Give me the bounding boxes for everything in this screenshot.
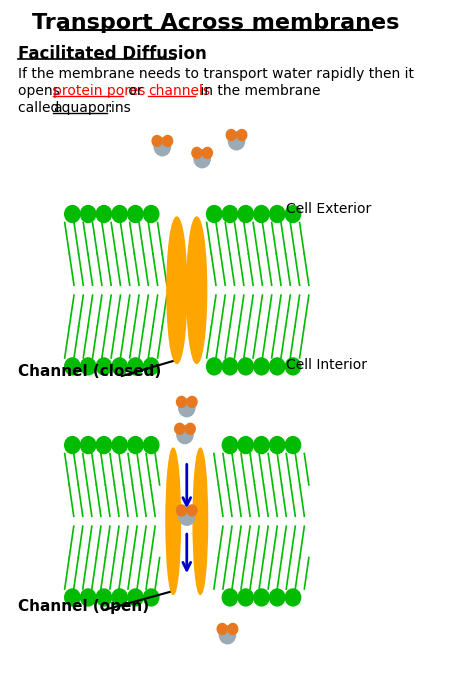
Circle shape (128, 205, 143, 222)
Circle shape (270, 437, 285, 454)
Circle shape (202, 148, 212, 158)
Circle shape (228, 624, 238, 634)
Circle shape (176, 505, 186, 516)
Circle shape (128, 437, 143, 454)
Circle shape (187, 505, 197, 516)
Circle shape (187, 396, 197, 407)
Circle shape (96, 205, 111, 222)
Circle shape (163, 135, 173, 146)
Ellipse shape (167, 217, 187, 363)
Circle shape (112, 358, 128, 375)
Circle shape (270, 358, 285, 375)
Text: Cell Exterior: Cell Exterior (286, 201, 372, 216)
Text: Channel (closed): Channel (closed) (18, 364, 161, 379)
Circle shape (238, 358, 254, 375)
Circle shape (81, 205, 96, 222)
Circle shape (179, 398, 195, 417)
Circle shape (222, 205, 237, 222)
Ellipse shape (193, 448, 208, 594)
Circle shape (81, 437, 96, 454)
Circle shape (222, 437, 237, 454)
Circle shape (112, 437, 128, 454)
Circle shape (194, 150, 210, 168)
Circle shape (238, 437, 254, 454)
Text: :: : (107, 101, 112, 115)
Text: Cell Interior: Cell Interior (286, 358, 367, 372)
Circle shape (237, 129, 247, 141)
Circle shape (285, 205, 301, 222)
Circle shape (254, 358, 269, 375)
Circle shape (285, 589, 301, 606)
Circle shape (64, 589, 80, 606)
Text: Channel (open): Channel (open) (18, 599, 149, 615)
Circle shape (112, 589, 128, 606)
Circle shape (81, 358, 96, 375)
Ellipse shape (166, 448, 181, 594)
Circle shape (228, 132, 245, 150)
Circle shape (152, 135, 162, 146)
Circle shape (144, 437, 159, 454)
Circle shape (222, 358, 237, 375)
Circle shape (64, 437, 80, 454)
Circle shape (96, 437, 111, 454)
Text: or: or (124, 84, 147, 98)
Text: Facilitated Diffusion: Facilitated Diffusion (18, 45, 207, 63)
Text: opens: opens (18, 84, 64, 98)
Circle shape (219, 626, 236, 644)
Circle shape (254, 437, 269, 454)
Circle shape (226, 129, 236, 141)
Circle shape (185, 424, 195, 435)
Circle shape (64, 205, 80, 222)
Circle shape (154, 138, 171, 156)
Text: in the membrane: in the membrane (196, 84, 320, 98)
Circle shape (175, 424, 185, 435)
Circle shape (217, 624, 227, 634)
Circle shape (128, 589, 143, 606)
Circle shape (254, 205, 269, 222)
Circle shape (270, 205, 285, 222)
Circle shape (144, 358, 159, 375)
Circle shape (81, 589, 96, 606)
Text: Transport Across membranes: Transport Across membranes (32, 14, 400, 33)
Circle shape (144, 589, 159, 606)
Circle shape (128, 358, 143, 375)
Text: aquaporins: aquaporins (53, 101, 131, 115)
Circle shape (176, 396, 186, 407)
Circle shape (238, 589, 254, 606)
Circle shape (192, 148, 202, 158)
Circle shape (112, 205, 128, 222)
Circle shape (222, 589, 237, 606)
Circle shape (238, 205, 254, 222)
Circle shape (144, 205, 159, 222)
Text: channels: channels (148, 84, 210, 98)
Circle shape (96, 589, 111, 606)
Circle shape (285, 358, 301, 375)
Circle shape (179, 507, 195, 525)
Ellipse shape (187, 217, 207, 363)
Circle shape (207, 358, 222, 375)
Text: If the membrane needs to transport water rapidly then it: If the membrane needs to transport water… (18, 67, 414, 81)
Circle shape (254, 589, 269, 606)
Circle shape (177, 426, 193, 443)
Text: protein pores: protein pores (53, 84, 146, 98)
Circle shape (96, 358, 111, 375)
Circle shape (285, 437, 301, 454)
Circle shape (207, 205, 222, 222)
Circle shape (64, 358, 80, 375)
Text: called: called (18, 101, 64, 115)
Circle shape (270, 589, 285, 606)
